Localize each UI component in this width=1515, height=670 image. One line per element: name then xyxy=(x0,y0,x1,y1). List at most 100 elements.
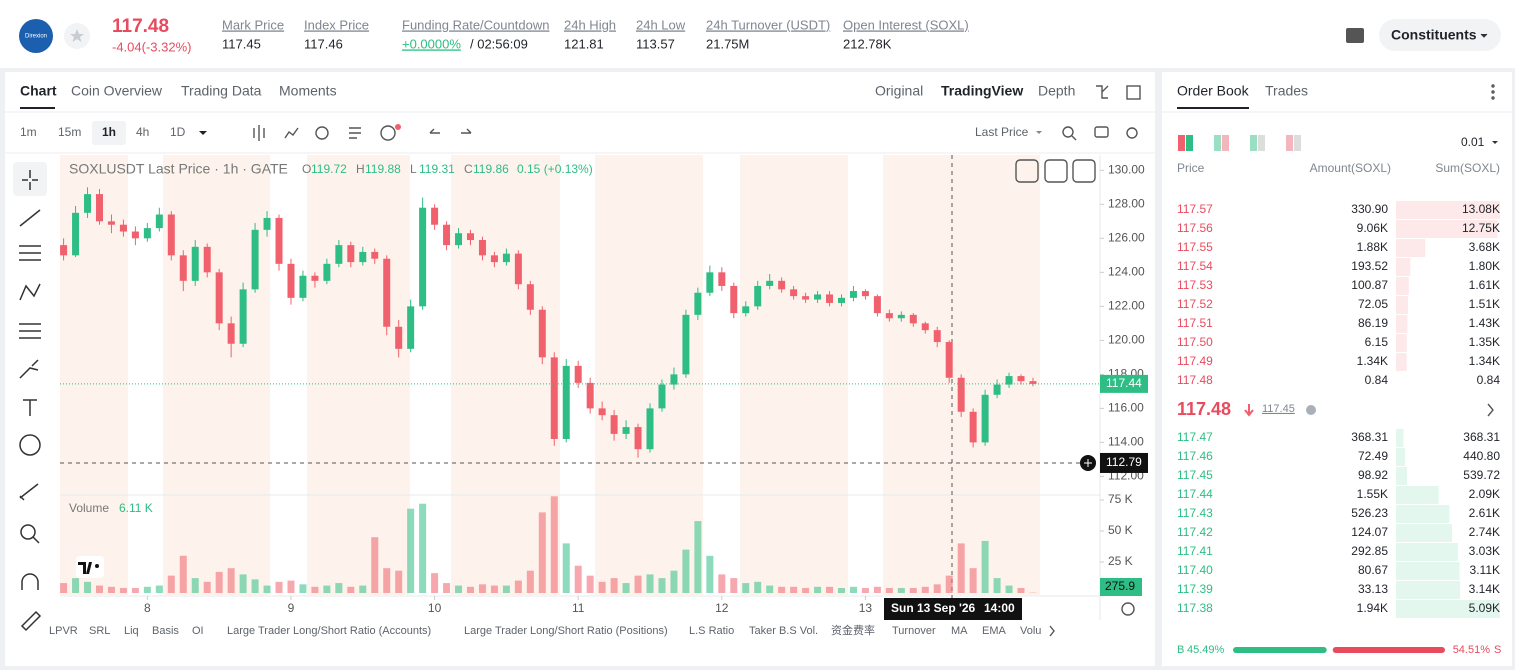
constituents-button[interactable] xyxy=(1379,19,1501,51)
order-price[interactable]: 117.43 xyxy=(1177,506,1213,520)
indicator-button[interactable]: 资金费率 xyxy=(831,623,875,637)
candle-body xyxy=(347,245,355,263)
x-tick-label: 9 xyxy=(288,601,295,615)
candle-body xyxy=(395,326,403,349)
volume-bar xyxy=(538,512,546,593)
volume-bar xyxy=(107,586,115,593)
price-source[interactable]: Last Price xyxy=(975,125,1029,139)
volume-bar xyxy=(347,586,355,593)
indicator-button[interactable]: L.S Ratio xyxy=(689,625,734,637)
order-price[interactable]: 117.39 xyxy=(1177,582,1213,596)
chart-title: SOXLUSDT Last Price · 1h · GATE xyxy=(69,161,288,177)
order-price[interactable]: 117.51 xyxy=(1177,316,1213,330)
indicator-button[interactable]: SRL xyxy=(89,625,110,637)
ohlc-value: 119.31 xyxy=(419,162,455,176)
interval-button[interactable]: 1m xyxy=(20,125,37,139)
depth-bar xyxy=(1396,429,1404,447)
candle-body xyxy=(538,309,546,358)
chart-tab[interactable]: Trading Data xyxy=(181,83,262,99)
indicator-button[interactable]: Volu xyxy=(1020,625,1041,637)
order-price[interactable]: 117.40 xyxy=(1177,563,1213,577)
order-price[interactable]: 117.38 xyxy=(1177,601,1213,615)
chart-tab[interactable]: Moments xyxy=(279,83,337,99)
volume-bar xyxy=(455,585,463,593)
order-price[interactable]: 117.55 xyxy=(1177,240,1213,254)
drawing-tools[interactable] xyxy=(13,162,47,632)
constituents-label[interactable]: Constituents xyxy=(1391,27,1477,43)
header-bar xyxy=(0,0,1515,68)
indicator-button[interactable]: MA xyxy=(951,625,968,637)
y-tick-label: 114.00 xyxy=(1108,435,1144,449)
order-amount: 80.67 xyxy=(1358,563,1388,577)
order-book-tab[interactable]: Order Book xyxy=(1177,83,1250,99)
order-sum: 3.68K xyxy=(1469,240,1500,254)
volume-bar xyxy=(634,575,642,593)
candle-body xyxy=(227,323,235,344)
volume-bar xyxy=(598,581,606,593)
last-volume-tag xyxy=(1100,578,1142,596)
indicator-button[interactable]: Basis xyxy=(152,625,179,637)
indicator-button[interactable]: Large Trader Long/Short Ratio (Positions… xyxy=(464,625,668,637)
order-price[interactable]: 117.45 xyxy=(1177,468,1213,482)
depth-bar xyxy=(1396,543,1458,561)
depth-bar xyxy=(1396,581,1461,599)
order-sum: 2.61K xyxy=(1469,506,1500,520)
indicator-button[interactable]: Large Trader Long/Short Ratio (Accounts) xyxy=(227,625,431,637)
volume-bar xyxy=(131,588,139,593)
candle-body xyxy=(275,217,283,264)
order-sum: 440.80 xyxy=(1463,449,1500,463)
indicator-button[interactable]: OI xyxy=(192,625,204,637)
chart-tab[interactable]: Chart xyxy=(20,83,57,99)
crosshair-time: 14:00 xyxy=(984,601,1015,615)
volume-bar xyxy=(167,575,175,593)
interval-button[interactable]: 1D xyxy=(170,125,186,139)
indicator-button[interactable]: Liq xyxy=(124,625,139,637)
view-tab[interactable]: Original xyxy=(875,83,923,99)
order-price[interactable]: 117.47 xyxy=(1177,430,1213,444)
indicator-button[interactable]: Turnover xyxy=(892,625,936,637)
view-tab[interactable]: Depth xyxy=(1038,83,1075,99)
order-sum: 1.35K xyxy=(1469,335,1500,349)
book-icon[interactable] xyxy=(1346,28,1364,43)
candle-body xyxy=(574,365,582,383)
indicator-button[interactable]: Taker B.S Vol. xyxy=(749,625,818,637)
chart-tab[interactable]: Coin Overview xyxy=(71,83,163,99)
interval-button[interactable]: 4h xyxy=(136,125,149,139)
volume-tick-label: 75 K xyxy=(1108,492,1133,506)
order-price[interactable]: 117.48 xyxy=(1177,373,1213,387)
order-book-tab[interactable]: Trades xyxy=(1265,83,1308,99)
precision[interactable]: 0.01 xyxy=(1461,135,1485,149)
order-amount: 124.07 xyxy=(1351,525,1388,539)
volume-bar xyxy=(490,585,498,593)
candle-body xyxy=(610,415,618,434)
candle-body xyxy=(335,245,343,264)
indicator-button[interactable]: LPVR xyxy=(49,625,78,637)
volume-bar xyxy=(957,543,965,593)
volume-bar xyxy=(969,568,977,593)
order-price[interactable]: 117.52 xyxy=(1177,297,1213,311)
indicator-button[interactable]: EMA xyxy=(982,625,1007,637)
chart-toolbar-icons[interactable] xyxy=(253,84,1495,637)
interval-button[interactable]: 1h xyxy=(102,125,116,139)
order-price[interactable]: 117.50 xyxy=(1177,335,1213,349)
order-price[interactable]: 117.44 xyxy=(1177,487,1213,501)
order-price[interactable]: 117.54 xyxy=(1177,259,1213,273)
order-price[interactable]: 117.56 xyxy=(1177,221,1213,235)
order-price[interactable]: 117.57 xyxy=(1177,202,1213,216)
order-price[interactable]: 117.42 xyxy=(1177,525,1213,539)
order-amount: 86.19 xyxy=(1358,316,1388,330)
depth-bar xyxy=(1396,334,1407,352)
volume-bar xyxy=(574,565,582,593)
order-book-mode-icons[interactable] xyxy=(1178,135,1301,151)
order-price[interactable]: 117.41 xyxy=(1177,544,1213,558)
volume-bar xyxy=(766,585,774,593)
depth-bar xyxy=(1396,486,1439,504)
order-price[interactable]: 117.49 xyxy=(1177,354,1213,368)
volume-bar xyxy=(993,578,1001,593)
order-price[interactable]: 117.53 xyxy=(1177,278,1213,292)
dropdown-caret xyxy=(1036,131,1042,134)
interval-button[interactable]: 15m xyxy=(58,125,81,139)
order-price[interactable]: 117.46 xyxy=(1177,449,1213,463)
crosshair-price-label: 112.79 xyxy=(1106,455,1142,469)
view-tab[interactable]: TradingView xyxy=(941,83,1023,99)
